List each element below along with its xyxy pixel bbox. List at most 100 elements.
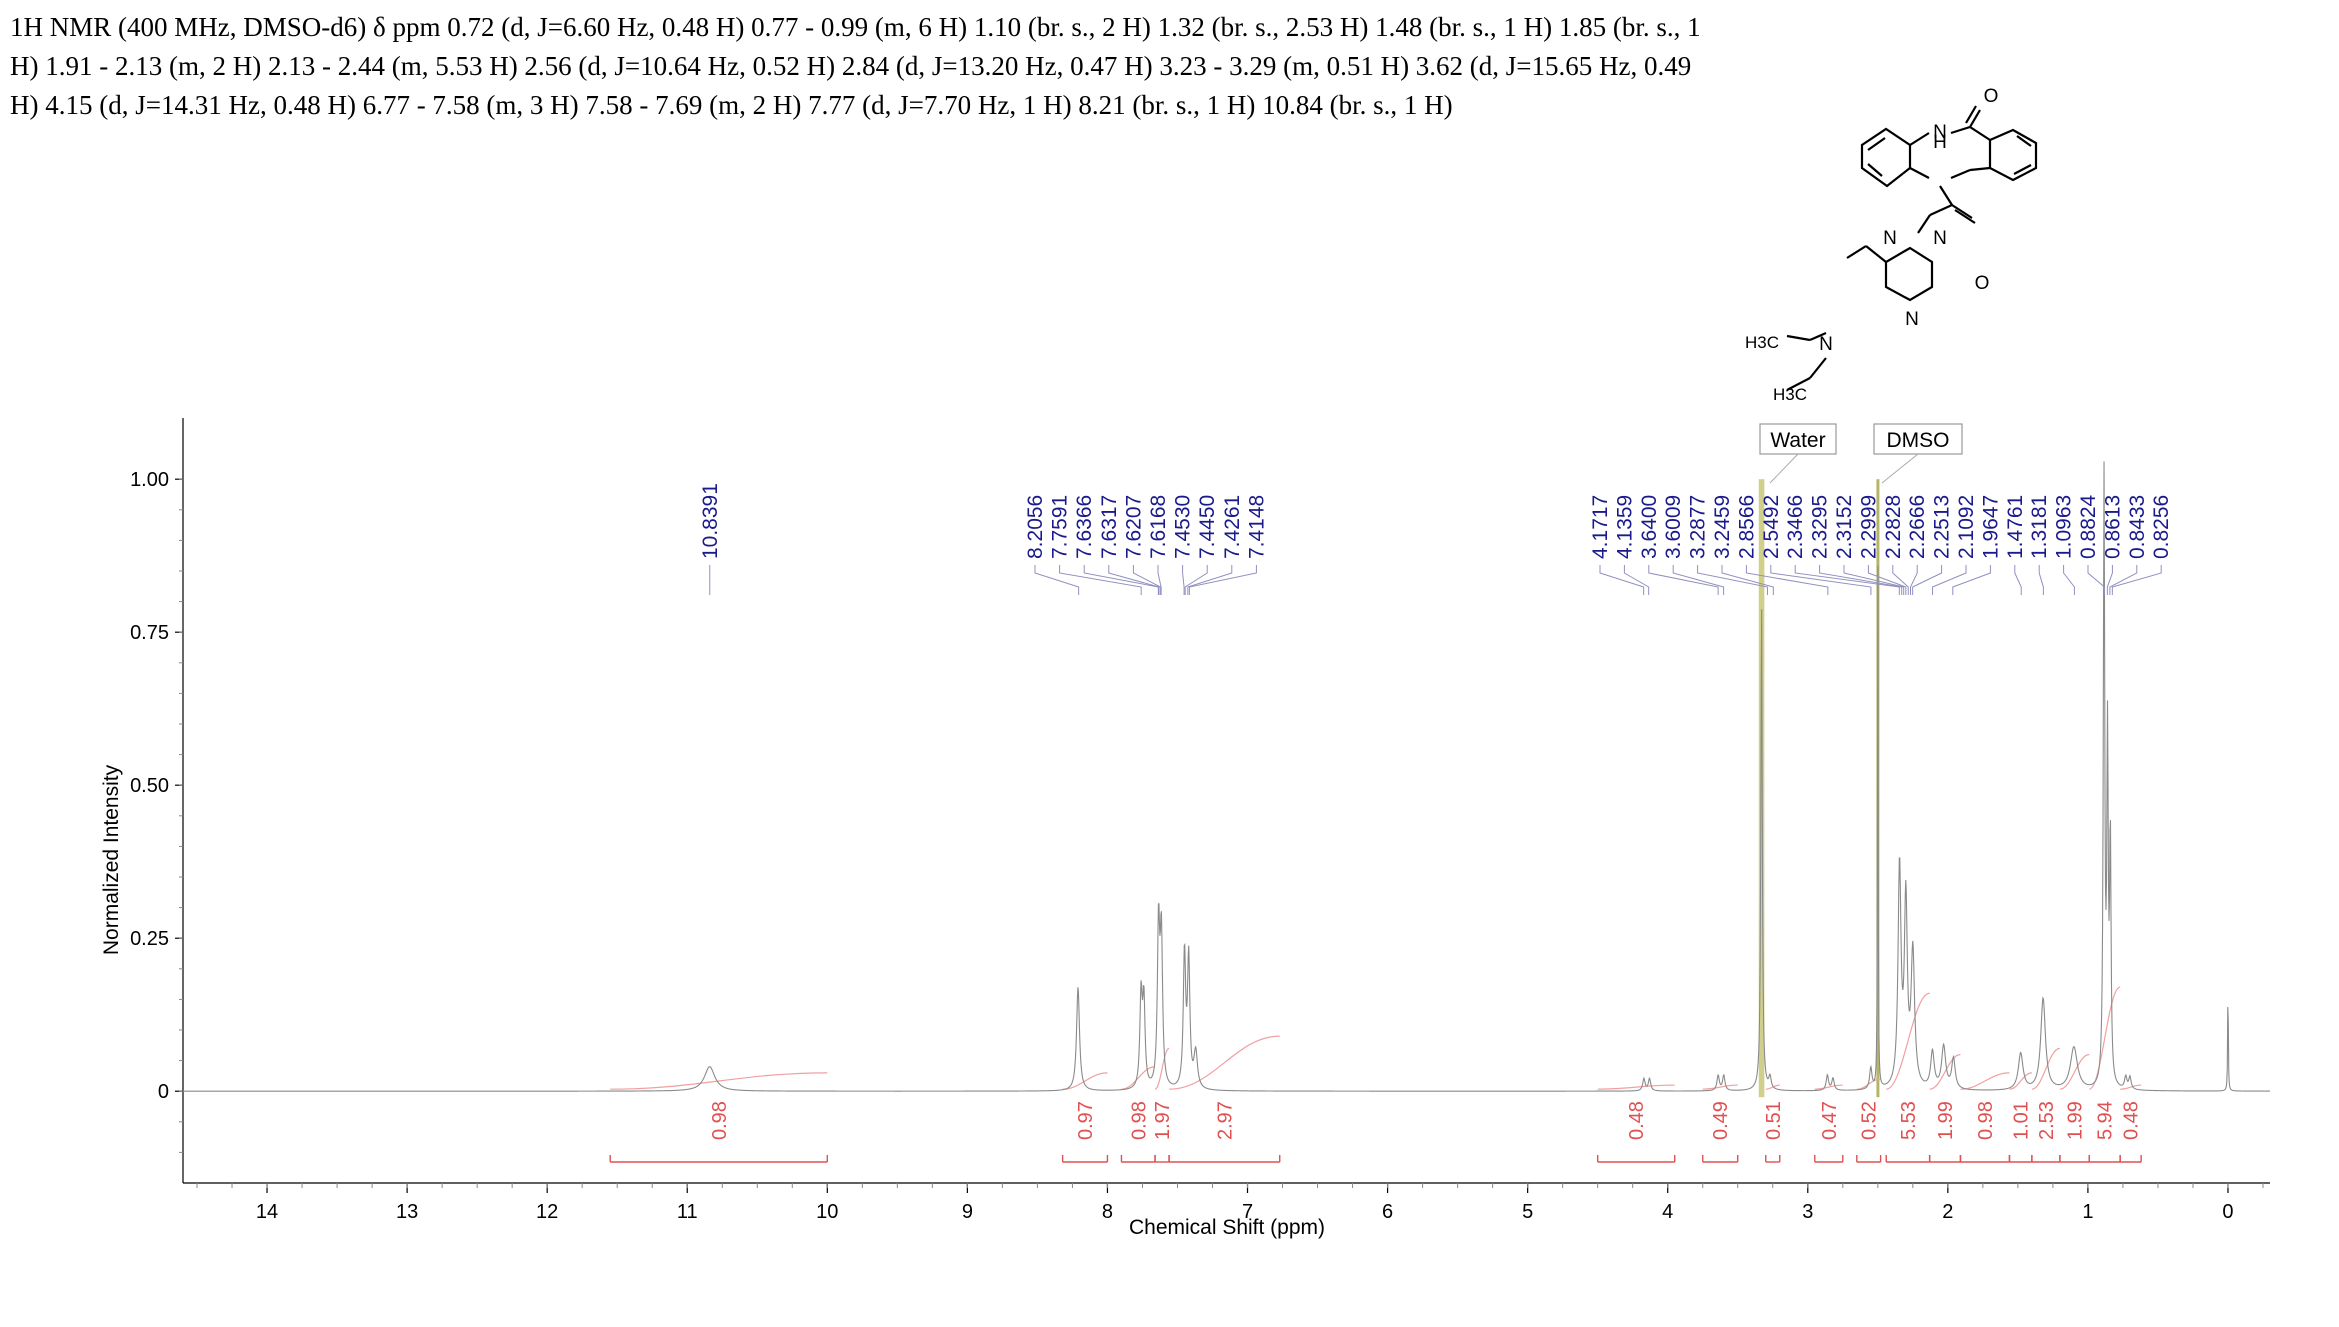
peak-label: 4.1717 — [1589, 495, 1612, 559]
water-label: Water — [1770, 429, 1825, 452]
peak-label: 0.8613 — [2101, 495, 2124, 559]
peak-label: 7.4450 — [1196, 495, 1219, 559]
peak-leader-line — [1034, 565, 1080, 595]
peak-leader-line — [1132, 565, 1162, 595]
peak-leader-line — [1721, 565, 1774, 595]
pyridine-nitrogen-label: N — [1883, 228, 1897, 249]
dmso-label: DMSO — [1887, 429, 1950, 452]
integral-value: 0.47 — [1819, 1101, 1841, 1140]
peak-leader-line — [2063, 565, 2075, 595]
integral-value: 1.01 — [2011, 1101, 2033, 1140]
piperidine-ring — [1884, 246, 1934, 302]
peak-leader-line — [1770, 565, 1872, 595]
integral-curve — [2009, 1072, 2032, 1090]
peak-label: 7.7591 — [1049, 495, 1072, 559]
bond — [1786, 334, 1811, 342]
integral-value: 0.52 — [1859, 1101, 1881, 1140]
molecule-structure — [1786, 105, 2038, 391]
integral-value: 1.99 — [1935, 1101, 1957, 1140]
peak-label: 1.0963 — [2053, 495, 2076, 559]
peak-label: 2.5492 — [1760, 495, 1783, 559]
integral-curve — [1154, 1047, 1170, 1090]
peak-label: 7.6207 — [1122, 495, 1145, 559]
peak-label: 3.2459 — [1711, 495, 1734, 559]
x-tick-label: 7 — [1242, 1201, 1253, 1223]
peak-label: 0.8256 — [2150, 495, 2173, 559]
bond — [1929, 203, 1953, 217]
peak-leader-line — [1648, 565, 1719, 595]
peak-leader-line — [2087, 565, 2105, 595]
integral-curve — [1960, 1072, 2010, 1090]
peak-label: 8.2056 — [1024, 495, 1047, 559]
bond — [1809, 331, 1827, 342]
integral-value: 1.99 — [2065, 1101, 2087, 1140]
caption-line-2: H) 1.91 - 2.13 (m, 2 H) 2.13 - 2.44 (m, … — [10, 51, 1692, 81]
peak-leader-line — [1599, 565, 1645, 595]
peak-leader-line — [1623, 565, 1650, 595]
peak-leader-line — [2106, 565, 2113, 595]
x-axis-title: Chemical Shift (ppm) — [1129, 1216, 1325, 1239]
nh-hydrogen-label: H — [1933, 132, 1947, 153]
integral-value: 0.51 — [1763, 1101, 1785, 1140]
caption-line-1: 1H NMR (400 MHz, DMSO-d6) δ ppm 0.72 (d,… — [10, 12, 1701, 42]
integral-value: 0.48 — [2121, 1101, 2143, 1140]
y-tick-label: 0.50 — [130, 775, 169, 797]
nmr-caption: 1H NMR (400 MHz, DMSO-d6) δ ppm 0.72 (d,… — [10, 8, 2310, 125]
integral-curve — [1814, 1084, 1843, 1090]
x-tick-label: 0 — [2222, 1201, 2233, 1223]
peak-label: 2.8566 — [1735, 495, 1758, 559]
peak-label: 7.4530 — [1172, 495, 1195, 559]
integral-value: 0.98 — [709, 1101, 731, 1140]
peak-leader-line — [1187, 565, 1233, 595]
integral-curve — [1765, 1084, 1780, 1090]
peak-leader-line — [2038, 565, 2044, 595]
peak-label: 2.2513 — [1931, 495, 1954, 559]
integral-value: 0.98 — [1128, 1101, 1150, 1140]
peak-leader-line — [1819, 565, 1903, 595]
peak-label: 3.6400 — [1638, 495, 1661, 559]
caption-line-3: H) 4.15 (d, J=14.31 Hz, 0.48 H) 6.77 - 7… — [10, 90, 1453, 120]
benzene-double-bond — [2013, 164, 2032, 175]
peak-label: 4.1359 — [1613, 495, 1636, 559]
bond — [1951, 204, 1973, 219]
x-tick-label: 3 — [1802, 1201, 1813, 1223]
peak-leader-line — [1672, 565, 1725, 595]
integral-curve — [1597, 1084, 1675, 1090]
peak-label: 7.6317 — [1098, 495, 1121, 559]
integral-value: 5.53 — [1898, 1101, 1920, 1140]
peak-leader-line — [1910, 565, 1918, 595]
integral-group: 0.98 0.97 0.98 1.97 2.97 0.48 0.49 0.51 0.47 0.52… — [609, 986, 2143, 1163]
peak-label: 3.6009 — [1662, 495, 1685, 559]
bond — [1954, 209, 1976, 224]
peak-label: 7.6168 — [1147, 495, 1170, 559]
bond — [1950, 125, 1971, 135]
peak-label: 2.2828 — [1882, 495, 1905, 559]
bond — [1969, 109, 1981, 128]
pyridine-double-bond — [1867, 163, 1883, 177]
integral-curve — [2031, 1047, 2061, 1090]
amine-nitrogen-label: N — [1819, 334, 1833, 355]
pyridine-double-bond — [1867, 137, 1886, 151]
bond — [1909, 167, 1930, 179]
y-axis-title: Normalized Intensity — [100, 764, 123, 955]
peak-label: 2.3466 — [1784, 495, 1807, 559]
peak-label: 2.3295 — [1809, 495, 1832, 559]
integral-value: 1.97 — [1152, 1101, 1174, 1140]
peak-leader-line — [1697, 565, 1768, 595]
peak-leader-line — [1912, 565, 1943, 595]
x-tick-label: 9 — [962, 1201, 973, 1223]
peak-label: 10.8391 — [699, 483, 722, 559]
peak-leader-line — [1892, 565, 1909, 595]
peak-label: 2.2666 — [1906, 495, 1929, 559]
integral-curve — [1169, 1035, 1280, 1090]
peak-leader-line — [1059, 565, 1142, 595]
integral-value: 0.48 — [1626, 1101, 1648, 1140]
integral-value: 0.97 — [1075, 1101, 1097, 1140]
integral-curve — [1702, 1084, 1738, 1090]
piperidine-nitrogen-label: N — [1905, 309, 1919, 330]
peak-label: 7.6366 — [1073, 495, 1096, 559]
methyl-label-b: H3C — [1773, 385, 1807, 404]
integral-curve — [2120, 1084, 2142, 1090]
bond — [1939, 185, 1953, 206]
x-tick-label: 10 — [816, 1201, 838, 1223]
